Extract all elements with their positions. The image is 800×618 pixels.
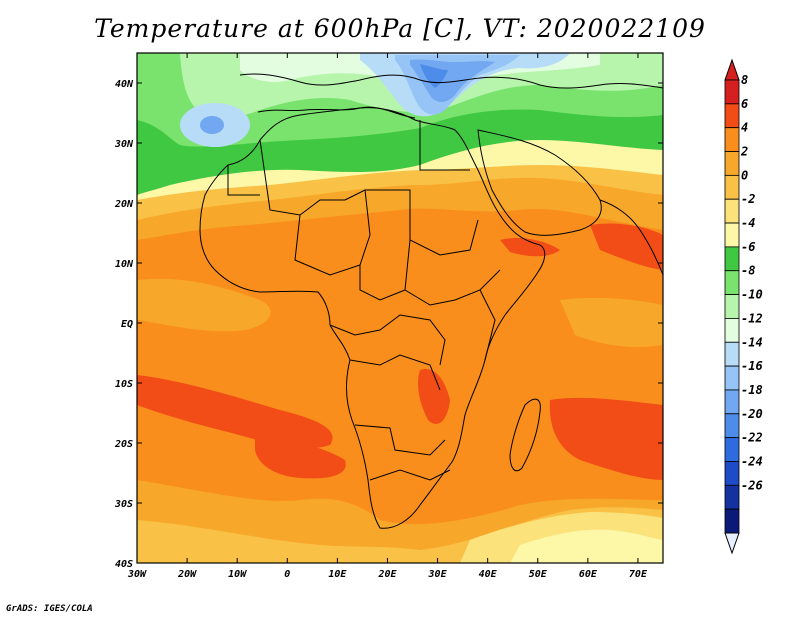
lat-label: 10N — [115, 259, 134, 270]
warm-core-west — [137, 375, 333, 449]
border-8 — [369, 469, 451, 481]
lon-label: 0 — [284, 569, 290, 580]
colorbar-swatch — [724, 461, 740, 486]
band-2-4-equatorial — [137, 278, 271, 332]
colorbar-swatch — [724, 484, 740, 510]
band-2-4-east — [560, 297, 663, 347]
lon-label: 10W — [228, 569, 247, 580]
colorbar-label: -8 — [741, 264, 755, 278]
colorbar-swatch — [724, 294, 740, 319]
colorbar-swatch — [724, 318, 740, 343]
colorbar-label: 2 — [740, 145, 748, 159]
border-9 — [329, 314, 446, 366]
colorbar-label: -16 — [741, 359, 763, 373]
border-6 — [349, 354, 441, 391]
mediterranean-south — [257, 106, 416, 119]
lat-label: 10S — [115, 379, 133, 390]
lon-label: 30E — [428, 569, 448, 580]
lat-label: 40N — [115, 79, 134, 90]
band-m4-m2-south — [510, 529, 663, 563]
lat-label: 20N — [114, 199, 134, 210]
temperature-field — [137, 53, 663, 563]
warm-core-east — [549, 397, 663, 480]
madagascar-coastline — [509, 398, 541, 472]
coastlines — [199, 73, 663, 529]
europe-coastline — [239, 73, 663, 89]
plot-frame — [136, 52, 664, 564]
colorbar-label: 6 — [741, 97, 748, 111]
colorbar-swatch — [724, 127, 740, 152]
warm-core-central — [417, 369, 450, 424]
colorbar-over-arrow — [724, 58, 740, 81]
colorbar-swatch — [724, 341, 740, 367]
colorbar-label: 4 — [741, 121, 748, 135]
lon-label: 10E — [328, 569, 347, 580]
lat-label: 40S — [115, 559, 133, 570]
india-coastline — [599, 199, 663, 276]
colorbar-swatch — [724, 198, 740, 224]
lat-label: 30S — [114, 499, 133, 510]
colorbar-label: -6 — [741, 240, 755, 254]
colorbar-swatch — [724, 389, 740, 415]
lon-label: 50E — [529, 569, 548, 580]
colorbar-swatch — [724, 246, 740, 272]
colorbar-label: -2 — [741, 192, 755, 206]
colorbar-label: -4 — [741, 216, 755, 230]
longitude-axis: 30W 20W 10W 0 10E 20E 30E 40E 50E 60E 70E — [127, 53, 648, 580]
border-7 — [354, 424, 446, 456]
colorbar-label: -26 — [741, 478, 763, 492]
colorbar-swatch — [724, 79, 740, 105]
colorbar-label: -22 — [741, 431, 763, 445]
colorbar-label: 8 — [741, 73, 748, 87]
colorbar-label: -14 — [741, 335, 763, 349]
border-11 — [227, 165, 260, 196]
colorbar-swatch — [724, 151, 740, 176]
latitude-axis: 40N 30N 20N 10N EQ 10S 20S 30S 40S — [114, 79, 663, 570]
lat-label: 30N — [114, 139, 134, 150]
colorbar: 8 6 4 2 0 -2 -4 -6 -8 -10 -12 -14 -16 -18 -20 -22 -24 -26 — [724, 58, 763, 555]
lon-label: 30W — [127, 569, 147, 580]
cold-band-4 — [420, 64, 448, 88]
colorbar-label: -24 — [741, 454, 763, 468]
atlantic-cold-eddy-core — [200, 116, 224, 134]
border-10 — [419, 120, 470, 171]
colorbar-label: 0 — [741, 168, 748, 182]
colorbar-swatch — [724, 174, 740, 200]
lon-label: 40E — [479, 569, 498, 580]
lon-label: 20W — [177, 569, 197, 580]
colorbar-swatch — [724, 103, 740, 129]
lon-label: 70E — [629, 569, 648, 580]
colorbar-label: -10 — [741, 288, 763, 302]
colorbar-swatch — [724, 413, 740, 439]
border-5 — [404, 269, 501, 306]
colorbar-swatch — [724, 222, 740, 248]
lon-label: 60E — [579, 569, 598, 580]
border-12 — [479, 289, 496, 361]
lon-label: 20E — [377, 569, 397, 580]
border-4 — [359, 239, 411, 301]
colorbar-label: -18 — [741, 383, 763, 397]
lat-label: 20S — [114, 439, 133, 450]
colorbar-swatch — [724, 365, 740, 391]
colorbar-swatch — [724, 508, 740, 534]
lat-label: EQ — [121, 319, 133, 330]
border-3 — [365, 189, 479, 256]
colorbar-label: -20 — [741, 407, 763, 421]
map-title: Temperature at 600hPa [C], VT: 202002210… — [94, 14, 706, 43]
grads-credit: GrADS: IGES/COLA — [6, 604, 93, 614]
warm-core-indian — [590, 223, 663, 270]
arabia-coastline — [477, 129, 602, 236]
colorbar-swatch — [724, 437, 740, 462]
colorbar-under-arrow — [724, 532, 740, 555]
colorbar-swatch — [724, 270, 740, 295]
colorbar-label: -12 — [741, 311, 763, 325]
warm-core-south — [255, 435, 346, 479]
